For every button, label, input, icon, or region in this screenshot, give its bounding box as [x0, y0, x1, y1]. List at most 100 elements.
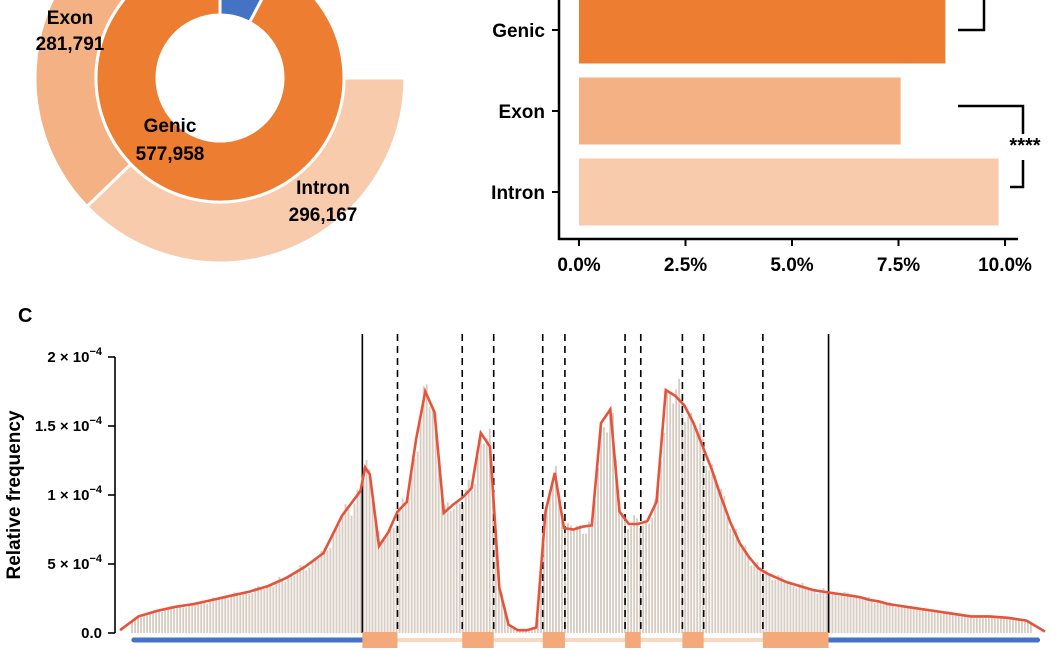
histogram-bar [591, 518, 593, 633]
histogram-bar [882, 603, 885, 633]
bar-genic [579, 0, 946, 64]
histogram-bar [723, 496, 726, 633]
histogram-bar [479, 437, 482, 633]
histogram-bar [266, 586, 269, 633]
histogram-bar [245, 592, 248, 633]
histogram-bar [410, 471, 413, 633]
histogram-bar [570, 525, 572, 633]
ytick-label-intron: Intron [491, 183, 545, 204]
histogram-bar [582, 533, 584, 633]
panel-c-line-chart: 0.0 5 × 10−4 1 × 10−4 1.5 × 10−4 2 × 10−4 Re… [4, 334, 1046, 648]
histogram-bar [425, 384, 428, 633]
histogram-bar [753, 563, 756, 633]
histogram-bar [714, 475, 717, 633]
histogram-bar [386, 532, 389, 633]
histogram-bar [765, 570, 768, 633]
histogram-bar [1026, 621, 1029, 633]
histogram-bar [654, 499, 657, 633]
histogram-bar [864, 596, 867, 633]
histogram-bar [449, 511, 452, 633]
exon-boundary-lines [361, 334, 830, 633]
histogram-bar [732, 525, 735, 633]
histogram-bar [494, 528, 497, 633]
xtick-label: 10.0% [978, 255, 1032, 276]
histogram-bar [374, 518, 377, 633]
exon-value: 281,791 [36, 34, 105, 55]
histogram-bar [927, 610, 930, 633]
histogram-bar [831, 593, 834, 633]
histogram-bar [254, 587, 257, 633]
histogram-bar [347, 509, 350, 633]
histogram-bar [236, 592, 239, 633]
histogram-bar [948, 612, 951, 633]
histogram-bar [152, 612, 155, 633]
ytick-label: 1 × 10−4 [47, 484, 103, 504]
histogram-bar [618, 500, 621, 633]
histogram-bar [308, 567, 311, 633]
histogram-bar [149, 613, 152, 633]
histogram-bar [909, 605, 912, 633]
histogram-bar [434, 413, 437, 633]
histogram-bar [993, 616, 996, 633]
histogram-bar [197, 603, 200, 633]
histogram-bar [137, 617, 140, 633]
histogram-bar [621, 512, 624, 633]
histogram-bar [918, 610, 921, 633]
intron-label: Intron [296, 178, 350, 199]
histogram-bar [284, 582, 287, 633]
histogram-bar [443, 504, 446, 633]
histogram-bar [921, 608, 924, 633]
histogram-bar [735, 529, 738, 633]
histogram-bar [579, 525, 581, 633]
inner-slice-genic [94, 0, 346, 204]
histogram-bar [437, 458, 440, 633]
histogram-bar [816, 593, 819, 633]
histogram-bar [1023, 620, 1026, 633]
ytick-label: 5 × 10−4 [47, 553, 103, 573]
histogram-bar [999, 616, 1002, 633]
histogram-bar [446, 502, 449, 633]
exon-box [625, 632, 641, 648]
histogram-bar [972, 616, 975, 633]
histogram-bar [747, 555, 750, 633]
histogram-bar [933, 609, 936, 633]
histogram-bar [476, 457, 479, 633]
histogram-bar [365, 459, 368, 633]
histogram-bar [858, 597, 861, 633]
histogram-bar [380, 539, 383, 633]
histogram-bar [545, 503, 548, 633]
histogram-bar [840, 595, 843, 633]
histogram-bar [567, 522, 569, 633]
histogram-bar [191, 602, 194, 633]
histogram-bar [708, 470, 711, 633]
inner-ring [94, 0, 346, 204]
histogram-bar [771, 579, 774, 633]
histogram-bar [392, 528, 395, 633]
panel-c-letter: C [18, 305, 32, 327]
xtick-label: 2.5% [664, 255, 707, 276]
exon-box [762, 632, 829, 648]
histogram-bar [924, 608, 927, 633]
histogram-bar [536, 619, 539, 633]
histogram-bar [335, 525, 338, 633]
histogram-bar [774, 579, 777, 633]
histogram-bar [341, 514, 344, 633]
histogram-bar [825, 590, 828, 633]
genic-value: 577,958 [136, 144, 205, 165]
histogram-bar [362, 480, 365, 633]
histogram-bar [182, 607, 185, 633]
histogram-bar [873, 602, 876, 633]
exon-box [362, 632, 398, 648]
histogram-bar [942, 612, 945, 633]
histogram-bar [503, 606, 506, 633]
histogram-bar [801, 582, 804, 633]
histogram-bar [663, 432, 666, 633]
histogram-bar [323, 547, 326, 633]
xtick-label: 0.0% [557, 255, 600, 276]
histogram-bar [383, 540, 386, 633]
histogram-bar [699, 423, 702, 633]
bar-group [579, 0, 999, 226]
histogram-bar [642, 525, 645, 633]
histogram-bar [957, 614, 960, 633]
histogram-bar [897, 606, 900, 633]
